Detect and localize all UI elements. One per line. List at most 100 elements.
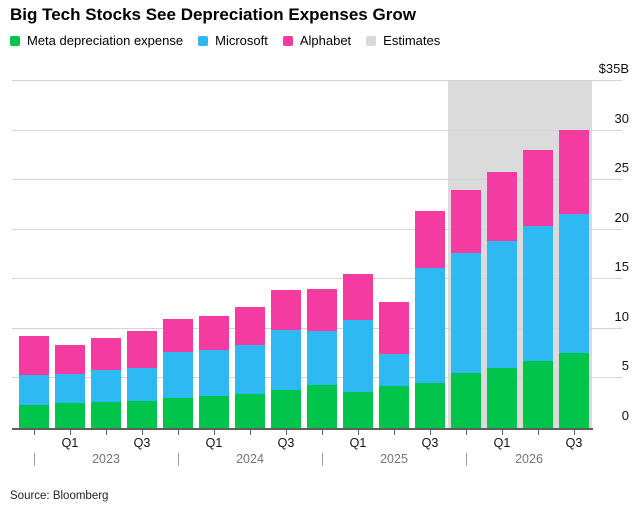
x-axis-quarter-label: Q1 [61,436,79,450]
bar-segment-microsoft-q3-2025 [415,267,445,384]
bar-segment-alphabet-q1-2026 [487,172,517,242]
year-separator [34,453,35,466]
bar-segment-microsoft-q4-2022 [19,375,49,405]
legend-label: Alphabet [299,33,352,48]
bar-segment-meta-q2-2025 [379,386,409,428]
bar-segment-microsoft-q1-2023 [55,374,85,403]
y-axis-label: 15 [614,259,629,275]
bar-segment-meta-q4-2024 [307,385,337,428]
x-axis-quarter-label: Q1 [493,436,511,450]
x-axis-quarter-label: Q3 [277,436,295,450]
bar-segment-alphabet-q2-2025 [379,302,409,354]
bar-segment-microsoft-q2-2024 [235,344,265,394]
bar-segment-meta-q3-2025 [415,383,445,428]
bar-segment-microsoft-q4-2025 [451,253,481,374]
chart-title: Big Tech Stocks See Depreciation Expense… [10,5,416,24]
bar-segment-microsoft-q2-2023 [91,370,121,403]
y-axis-label: 0 [621,408,629,423]
bar-segment-alphabet-q4-2025 [451,189,481,253]
bar-segment-alphabet-q1-2024 [199,315,229,350]
bar-segment-microsoft-q1-2026 [487,241,517,368]
x-axis-tick [358,430,359,435]
y-axis-label: 25 [614,160,629,176]
gridline [12,129,622,131]
year-separator [178,453,179,466]
year-label: 2025 [380,452,408,466]
bar-segment-microsoft-q3-2023 [127,367,157,401]
year-label: 2026 [515,452,543,466]
bar-segment-meta-q1-2023 [55,402,85,428]
x-axis-tick [538,430,539,435]
x-axis-quarter-label: Q3 [133,436,151,450]
legend-swatch-icon [198,35,209,46]
bar-segment-meta-q2-2026 [523,360,553,428]
x-axis-quarter-label: Q1 [349,436,367,450]
bar-segment-microsoft-q2-2026 [523,226,553,361]
year-label: 2023 [92,452,120,466]
y-axis-label: 20 [614,209,629,225]
bar-segment-microsoft-q3-2024 [271,329,301,391]
x-axis-tick [466,430,467,435]
x-axis-tick [574,430,575,435]
gridline [12,80,622,81]
legend-item-meta: Meta depreciation expense [10,33,183,48]
legend-swatch-icon [282,35,293,46]
x-axis-tick [322,430,323,435]
legend-item-microsoft: Microsoft [198,33,268,48]
bar-segment-alphabet-q3-2026 [559,130,589,214]
gridline [12,278,622,280]
bar-segment-alphabet-q3-2023 [127,330,157,368]
x-axis-tick [34,430,35,435]
x-axis-tick [70,430,71,435]
source-label: Source: Bloomberg [10,490,109,502]
bar-segment-microsoft-q4-2024 [307,330,337,386]
bar-segment-alphabet-q1-2025 [343,274,373,320]
bar-segment-microsoft-q2-2025 [379,353,409,387]
bar-segment-alphabet-q2-2023 [91,337,121,370]
gridline [12,228,622,230]
x-axis-tick [178,430,179,435]
gridline [12,179,622,181]
bar-segment-microsoft-q1-2024 [199,349,229,397]
y-axis-label: $35B [598,61,629,76]
year-label: 2024 [236,452,264,466]
bar-segment-alphabet-q4-2024 [307,289,337,331]
legend-swatch-icon [10,35,20,46]
bar-segment-alphabet-q2-2026 [523,150,553,227]
bar-segment-meta-q4-2022 [19,404,49,428]
bar-segment-meta-q2-2024 [235,393,265,428]
x-axis-tick [430,430,431,435]
x-axis-quarter-label: Q3 [565,436,583,450]
x-axis-quarter-label: Q1 [205,436,223,450]
legend-item-alphabet: Alphabet [282,33,352,48]
legend-item-estimates: Estimates [366,33,440,48]
x-axis-tick [142,430,143,435]
year-separator [322,453,323,466]
x-axis-tick [106,430,107,435]
bar-segment-alphabet-q1-2023 [55,344,85,375]
legend-swatch-icon [366,35,377,46]
bar-segment-meta-q4-2025 [451,373,481,428]
bar-segment-meta-q1-2026 [487,367,517,428]
x-axis-tick [394,430,395,435]
bar-segment-meta-q2-2023 [91,402,121,428]
bar-segment-meta-q3-2024 [271,390,301,428]
bar-segment-meta-q4-2023 [163,398,193,428]
legend-label: Meta depreciation expense [27,33,184,48]
bar-segment-alphabet-q2-2024 [235,307,265,345]
bar-segment-meta-q3-2026 [559,353,589,428]
bar-segment-alphabet-q3-2024 [271,289,301,330]
legend: Meta depreciation expense Microsoft Alphab… [10,33,440,48]
year-separator [466,453,467,466]
bar-segment-alphabet-q4-2022 [19,335,49,376]
bar-segment-microsoft-q1-2025 [343,319,373,393]
x-axis-tick [214,430,215,435]
bar-segment-alphabet-q4-2023 [163,318,193,352]
x-axis-quarter-label: Q3 [421,436,439,450]
bar-segment-meta-q1-2025 [343,392,373,428]
x-axis-tick [286,430,287,435]
x-axis-line [12,428,593,430]
legend-label: Estimates [383,33,441,48]
y-axis-label: 30 [614,110,629,126]
